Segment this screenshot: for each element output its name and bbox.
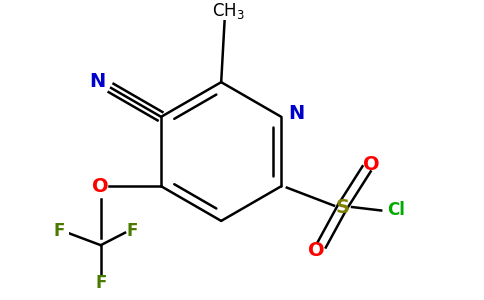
Text: N: N <box>288 104 304 123</box>
Text: CH$_3$: CH$_3$ <box>212 2 244 21</box>
Text: O: O <box>308 241 325 260</box>
Text: S: S <box>335 197 349 217</box>
Text: F: F <box>95 274 106 292</box>
Text: F: F <box>53 222 65 240</box>
Text: F: F <box>126 222 137 240</box>
Text: Cl: Cl <box>388 202 406 220</box>
Text: N: N <box>90 72 106 91</box>
Text: O: O <box>92 177 109 196</box>
Text: O: O <box>363 154 380 173</box>
